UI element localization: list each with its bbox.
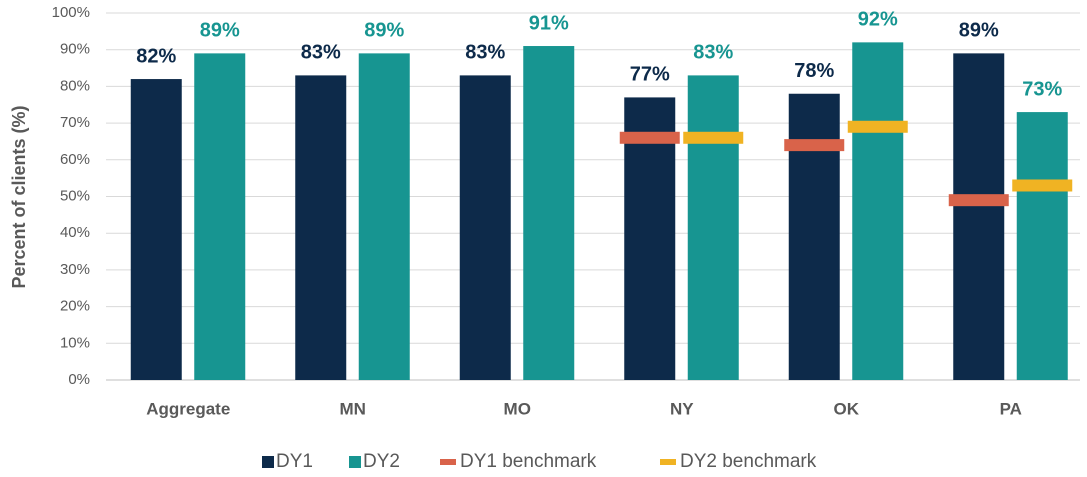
- bar: [459, 75, 511, 380]
- x-tick-label: Aggregate: [146, 399, 230, 418]
- y-tick-label: 10%: [60, 334, 90, 351]
- bar: [194, 53, 246, 381]
- x-tick-label: OK: [834, 399, 860, 418]
- bar: [295, 75, 347, 380]
- bar: [523, 46, 575, 380]
- y-tick-label: 50%: [60, 187, 90, 204]
- bar: [852, 42, 904, 381]
- y-tick-label: 40%: [60, 224, 90, 241]
- legend-swatch: [660, 459, 676, 465]
- data-label: 73%: [1022, 78, 1062, 100]
- y-axis-label: Percent of clients (%): [9, 105, 29, 288]
- data-label: 77%: [630, 64, 670, 86]
- y-tick-label: 90%: [60, 41, 90, 58]
- y-tick-label: 80%: [60, 77, 90, 94]
- y-tick-label: 100%: [52, 4, 90, 21]
- legend-swatch: [440, 459, 456, 465]
- benchmark: [683, 131, 744, 144]
- bar: [788, 93, 840, 381]
- benchmark: [847, 120, 908, 133]
- benchmark: [1012, 179, 1073, 192]
- data-label: 78%: [794, 60, 834, 82]
- data-label: 91%: [529, 12, 569, 34]
- bar: [130, 79, 182, 380]
- legend-label: DY1: [276, 451, 313, 472]
- bar: [687, 75, 739, 380]
- y-tick-label: 60%: [60, 151, 90, 168]
- y-tick-label: 30%: [60, 261, 90, 278]
- data-label: 89%: [959, 20, 999, 42]
- y-tick-label: 70%: [60, 114, 90, 131]
- data-label: 89%: [200, 20, 240, 42]
- legend-swatch: [262, 456, 274, 468]
- data-label: 92%: [858, 9, 898, 31]
- bar: [624, 97, 676, 380]
- data-label: 82%: [136, 45, 176, 67]
- x-tick-label: PA: [1000, 399, 1022, 418]
- bar: [358, 53, 410, 381]
- data-label: 83%: [465, 42, 505, 64]
- legend-label: DY2 benchmark: [680, 451, 817, 472]
- legend-swatch: [349, 456, 361, 468]
- bar: [1016, 112, 1068, 380]
- y-tick-label: 20%: [60, 298, 90, 315]
- data-label: 89%: [364, 20, 404, 42]
- data-label: 83%: [693, 42, 733, 64]
- legend-label: DY1 benchmark: [460, 451, 597, 472]
- legend-label: DY2: [363, 451, 400, 472]
- x-tick-label: NY: [670, 399, 694, 418]
- benchmark: [784, 139, 845, 152]
- x-tick-label: MN: [340, 399, 366, 418]
- benchmark: [619, 131, 680, 144]
- bar: [953, 53, 1005, 381]
- x-tick-label: MO: [504, 399, 531, 418]
- data-label: 83%: [301, 42, 341, 64]
- benchmark: [948, 194, 1009, 207]
- y-tick-label: 0%: [68, 371, 90, 388]
